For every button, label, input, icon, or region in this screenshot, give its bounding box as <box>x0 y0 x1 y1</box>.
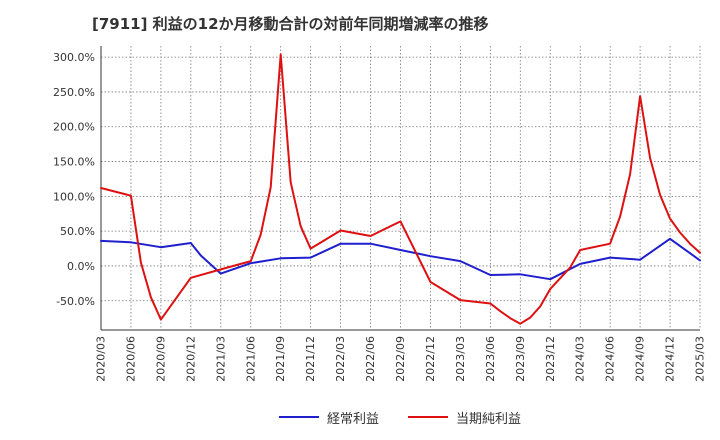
x-tick-label: 2025/03 <box>694 336 707 382</box>
y-tick-label: 50.0% <box>60 225 95 238</box>
x-tick-label: 2020/12 <box>184 336 197 382</box>
y-tick-label: 200.0% <box>53 121 95 134</box>
x-tick-label: 2021/09 <box>274 336 287 382</box>
y-tick-label: 0.0% <box>67 260 95 273</box>
chart-title: [7911] 利益の12か月移動合計の対前年同期増減率の推移 <box>92 15 489 33</box>
x-tick-label: 2022/12 <box>424 336 437 382</box>
x-tick-label: 2020/06 <box>124 336 137 382</box>
legend: 経常利益 当期純利益 <box>0 405 720 429</box>
legend-label-ordinary-profit: 経常利益 <box>327 411 380 427</box>
x-tick-label: 2020/03 <box>95 336 108 382</box>
x-tick-label: 2023/12 <box>544 336 557 382</box>
x-tick-label: 2021/06 <box>244 336 257 382</box>
series-line-net-income <box>100 53 701 325</box>
x-tick-label: 2022/09 <box>394 336 407 382</box>
x-tick-label: 2022/03 <box>334 336 347 382</box>
legend-label-net-income: 当期純利益 <box>456 411 522 427</box>
x-tick-label: 2023/06 <box>484 336 497 382</box>
legend-item-ordinary-profit: 経常利益 <box>279 405 379 429</box>
x-tick-label: 2022/06 <box>364 336 377 382</box>
series-line-ordinary-profit <box>100 237 701 281</box>
plot-area <box>101 46 700 330</box>
y-tick-label: 250.0% <box>53 86 95 99</box>
y-tick-label: 100.0% <box>53 190 95 203</box>
legend-item-net-income: 当期純利益 <box>408 405 521 429</box>
y-tick-label: 150.0% <box>53 156 95 169</box>
x-tick-label: 2021/12 <box>304 336 317 382</box>
x-tick-label: 2020/09 <box>154 336 167 382</box>
x-tick-label: 2024/03 <box>574 336 587 382</box>
y-tick-label: 300.0% <box>53 51 95 64</box>
x-tick-label: 2024/09 <box>634 336 647 382</box>
x-tick-label: 2023/09 <box>514 336 527 382</box>
x-tick-label: 2024/06 <box>604 336 617 382</box>
x-tick-label: 2024/12 <box>664 336 677 382</box>
y-tick-label: -50.0% <box>56 295 95 308</box>
x-tick-label: 2021/03 <box>214 336 227 382</box>
legend-swatch-net-income <box>408 416 448 418</box>
x-tick-label: 2023/03 <box>454 336 467 382</box>
legend-swatch-ordinary-profit <box>279 416 319 418</box>
